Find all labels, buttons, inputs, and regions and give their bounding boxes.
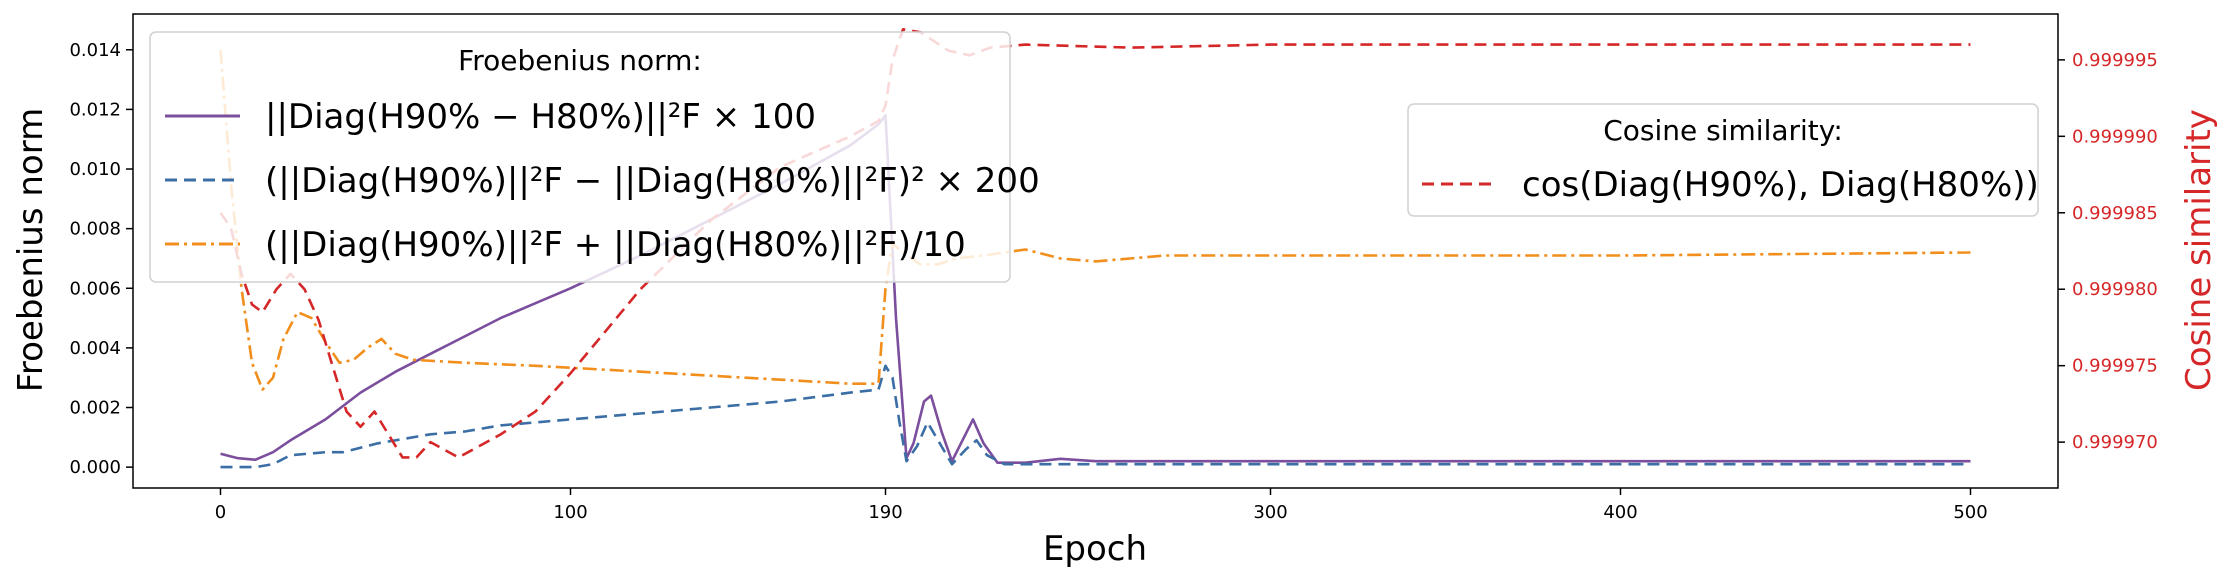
left-y-tick-label: 0.012 — [69, 99, 121, 120]
x-tick-label: 500 — [1953, 502, 1987, 523]
right-y-tick-label: 0.999970 — [2072, 432, 2158, 453]
x-tick-label: 100 — [553, 502, 587, 523]
right-y-tick-label: 0.999980 — [2072, 279, 2158, 300]
x-tick-label: 400 — [1603, 502, 1637, 523]
left-y-axis-label: Froebenius norm — [11, 108, 51, 392]
x-axis-ticks: 0 100 190 300 400 500 — [215, 488, 1988, 523]
right-y-tick-label: 0.999995 — [2072, 50, 2158, 71]
left-y-tick-label: 0.002 — [69, 398, 121, 419]
left-y-tick-label: 0.014 — [69, 40, 121, 61]
series-line-1 — [220, 364, 1971, 469]
left-y-tick-label: 0.000 — [69, 457, 121, 478]
legend-label-squared-diff: (||Diag(H90%)||²F − ||Diag(H80%)||²F)² ×… — [265, 161, 1040, 201]
x-tick-label: 0 — [215, 502, 226, 523]
left-y-tick-label: 0.004 — [69, 338, 121, 359]
x-tick-label: 190 — [868, 502, 902, 523]
x-tick-label: 300 — [1253, 502, 1287, 523]
legend-label-diff-norm: ||Diag(H90% − H80%)||²F × 100 — [265, 97, 816, 137]
legend-box — [1407, 103, 2039, 217]
right-y-axis-ticks: 0.999970 0.999975 0.999980 0.999985 0.999990… — [2058, 50, 2158, 453]
right-y-tick-label: 0.999985 — [2072, 203, 2158, 224]
legend-title: Froebenius norm: — [458, 44, 702, 77]
right-y-tick-label: 0.999990 — [2072, 126, 2158, 147]
legend-froebenius: Froebenius norm: ||Diag(H90% − H80%)||²F… — [149, 31, 1040, 283]
left-y-tick-label: 0.006 — [69, 278, 121, 299]
left-y-tick-label: 0.010 — [69, 159, 121, 180]
series-line-2 — [219, 49, 1971, 391]
legend-title: Cosine similarity: — [1603, 114, 1843, 147]
left-y-tick-label: 0.008 — [69, 219, 121, 240]
right-y-axis-label: Cosine similarity — [2179, 109, 2219, 391]
legend-label-sum: (||Diag(H90%)||²F + ||Diag(H80%)||²F)/10 — [265, 225, 966, 265]
legend-cosine: Cosine similarity: cos(Diag(H90%), Diag(… — [1407, 103, 2039, 217]
right-y-tick-label: 0.999975 — [2072, 356, 2158, 377]
legend-label-cosine: cos(Diag(H90%), Diag(H80%)) — [1522, 165, 2039, 205]
left-y-axis-ticks: 0.000 0.002 0.004 0.006 0.008 0.010 0.012 0.014 — [69, 40, 133, 478]
x-axis-label: Epoch — [1043, 529, 1147, 569]
legend-box — [149, 31, 1011, 283]
